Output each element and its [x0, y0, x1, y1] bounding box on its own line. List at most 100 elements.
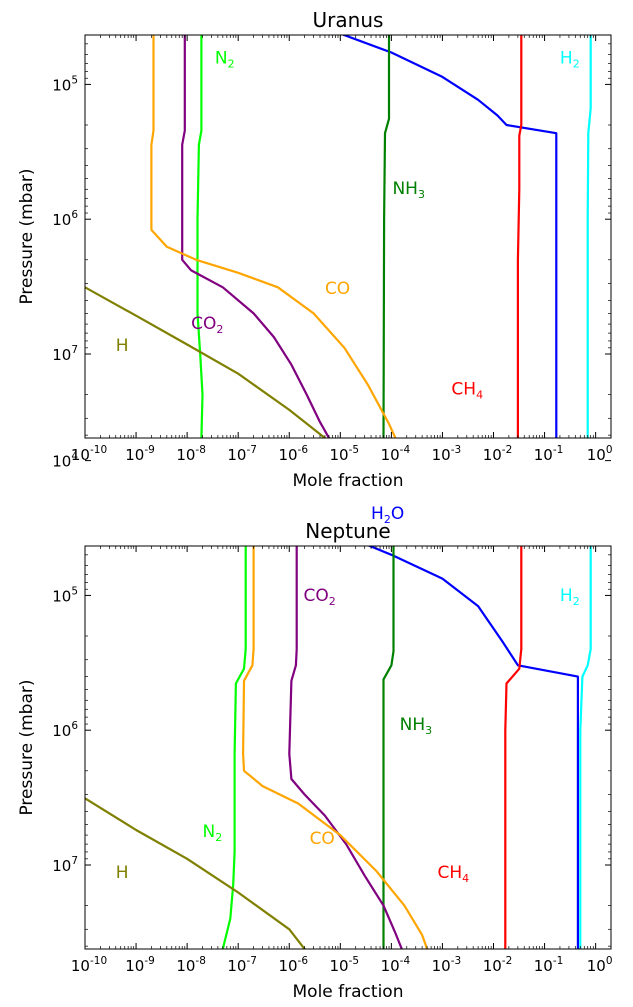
x-tick-exponent: -7: [246, 444, 256, 456]
x-tick-exponent: -5: [349, 955, 359, 967]
x-tick-base: 10: [227, 446, 246, 464]
x-tick-label: 10-1: [534, 444, 564, 464]
y-tick-label: 107: [52, 344, 78, 364]
x-tick-label: 10-3: [432, 955, 462, 975]
chart-title: Neptune: [305, 519, 390, 543]
x-tick-exponent: -9: [144, 444, 154, 456]
y-tick-base: 10: [52, 453, 71, 471]
x-tick-label: 10-10: [71, 444, 107, 464]
series-line-n2: [196, 35, 204, 438]
x-tick-label: 10-10: [71, 955, 107, 975]
x-tick-label: 10-6: [278, 955, 308, 975]
y-tick-base: 10: [52, 857, 71, 875]
x-tick-base: 10: [125, 446, 144, 464]
x-tick-base: 10: [71, 446, 90, 464]
x-tick-exponent: -10: [90, 444, 107, 456]
x-tick-label: 10-4: [381, 444, 411, 464]
x-tick-exponent: 0: [606, 444, 613, 456]
series-label-ch4: CH4: [437, 863, 469, 885]
x-tick-label: 10-7: [227, 444, 257, 464]
x-tick-base: 10: [176, 957, 195, 975]
x-tick-base: 10: [71, 957, 90, 975]
x-tick-exponent: -10: [90, 955, 107, 967]
x-tick-label: 10-1: [534, 955, 564, 975]
x-tick-base: 10: [125, 957, 144, 975]
series-label-h2: H2: [560, 586, 580, 608]
x-tick-label: 10-9: [125, 955, 155, 975]
x-tick-label: 100: [587, 444, 613, 464]
x-tick-exponent: -1: [553, 444, 563, 456]
x-tick-label: 10-2: [483, 444, 513, 464]
y-tick-label: 105: [52, 74, 78, 94]
x-tick-label: 10-6: [278, 444, 308, 464]
series-label-co2: CO2: [303, 586, 335, 608]
series-line-co2: [288, 546, 403, 949]
x-tick-exponent: -1: [553, 955, 563, 967]
y-tick-base: 10: [52, 722, 71, 740]
x-tick-exponent: 0: [606, 955, 613, 967]
x-tick-base: 10: [483, 446, 502, 464]
series-line-co: [150, 35, 397, 438]
x-tick-exponent: -4: [400, 955, 411, 967]
series-line-co2: [181, 35, 330, 438]
x-tick-base: 10: [381, 957, 400, 975]
plot-frame: [84, 545, 612, 950]
series-label-n2: N2: [202, 822, 222, 844]
x-tick-base: 10: [587, 957, 606, 975]
x-tick-exponent: -8: [195, 955, 205, 967]
y-tick-label: 106: [52, 720, 78, 740]
series-line-ch4: [504, 546, 523, 949]
series-line-h2: [579, 546, 592, 949]
y-tick-exponent: 6: [71, 209, 78, 221]
y-tick-exponent: 6: [71, 720, 78, 732]
series-line-ch4: [516, 35, 523, 438]
series-line-n2: [221, 546, 247, 949]
x-axis-label: Mole fraction: [293, 982, 404, 1002]
series-line-nh3: [382, 35, 391, 438]
y-tick-base: 10: [52, 211, 71, 229]
y-tick-exponent: 7: [71, 855, 78, 867]
y-tick-exponent: 5: [71, 74, 78, 86]
x-tick-exponent: -8: [195, 444, 205, 456]
x-tick-exponent: -9: [144, 955, 154, 967]
y-axis-label: Pressure (mbar): [17, 679, 37, 815]
series-label-h2o: H2O: [371, 504, 404, 526]
y-tick-exponent: 4: [71, 451, 78, 463]
y-tick-label: 105: [52, 585, 78, 605]
y-tick-base: 10: [52, 587, 71, 605]
x-tick-label: 10-3: [432, 444, 462, 464]
x-tick-label: 10-8: [176, 444, 206, 464]
x-tick-exponent: -7: [246, 955, 256, 967]
x-tick-label: 100: [587, 955, 613, 975]
series-label-n2: N2: [215, 49, 235, 71]
x-tick-label: 10-2: [483, 955, 513, 975]
x-tick-label: 10-4: [381, 955, 411, 975]
x-tick-base: 10: [534, 957, 553, 975]
x-tick-exponent: -4: [400, 444, 411, 456]
x-tick-exponent: -3: [451, 444, 461, 456]
x-tick-label: 10-7: [227, 955, 257, 975]
series-label-nh3: NH3: [400, 715, 433, 737]
y-tick-label: 106: [52, 209, 78, 229]
series-label-co2: CO2: [191, 314, 223, 336]
x-tick-base: 10: [278, 446, 297, 464]
series-line-h: [85, 797, 306, 949]
y-tick-label: 107: [52, 855, 78, 875]
series-line-co: [242, 546, 429, 949]
x-tick-label: 10-5: [330, 955, 360, 975]
series-label-co: CO: [310, 829, 335, 849]
x-tick-base: 10: [227, 957, 246, 975]
x-tick-label: 10-9: [125, 444, 155, 464]
y-tick-base: 10: [52, 76, 71, 94]
series-line-h2o: [366, 546, 580, 949]
series-label-h: H: [116, 863, 129, 883]
chart-title: Uranus: [313, 8, 384, 32]
x-tick-exponent: -2: [502, 444, 512, 456]
series-line-h2o: [340, 35, 558, 438]
x-tick-label: 10-5: [330, 444, 360, 464]
series-label-nh3: NH3: [392, 179, 425, 201]
x-tick-base: 10: [534, 446, 553, 464]
plot-frame: [84, 34, 612, 439]
